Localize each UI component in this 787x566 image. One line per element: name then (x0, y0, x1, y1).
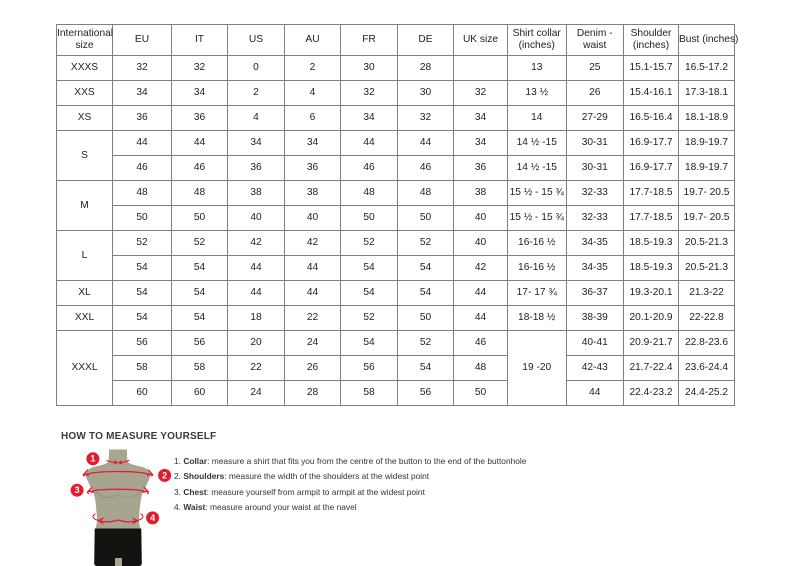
svg-text:4: 4 (150, 513, 155, 523)
svg-text:1: 1 (90, 454, 95, 464)
svg-text:3: 3 (75, 485, 80, 495)
svg-text:2: 2 (162, 470, 167, 480)
